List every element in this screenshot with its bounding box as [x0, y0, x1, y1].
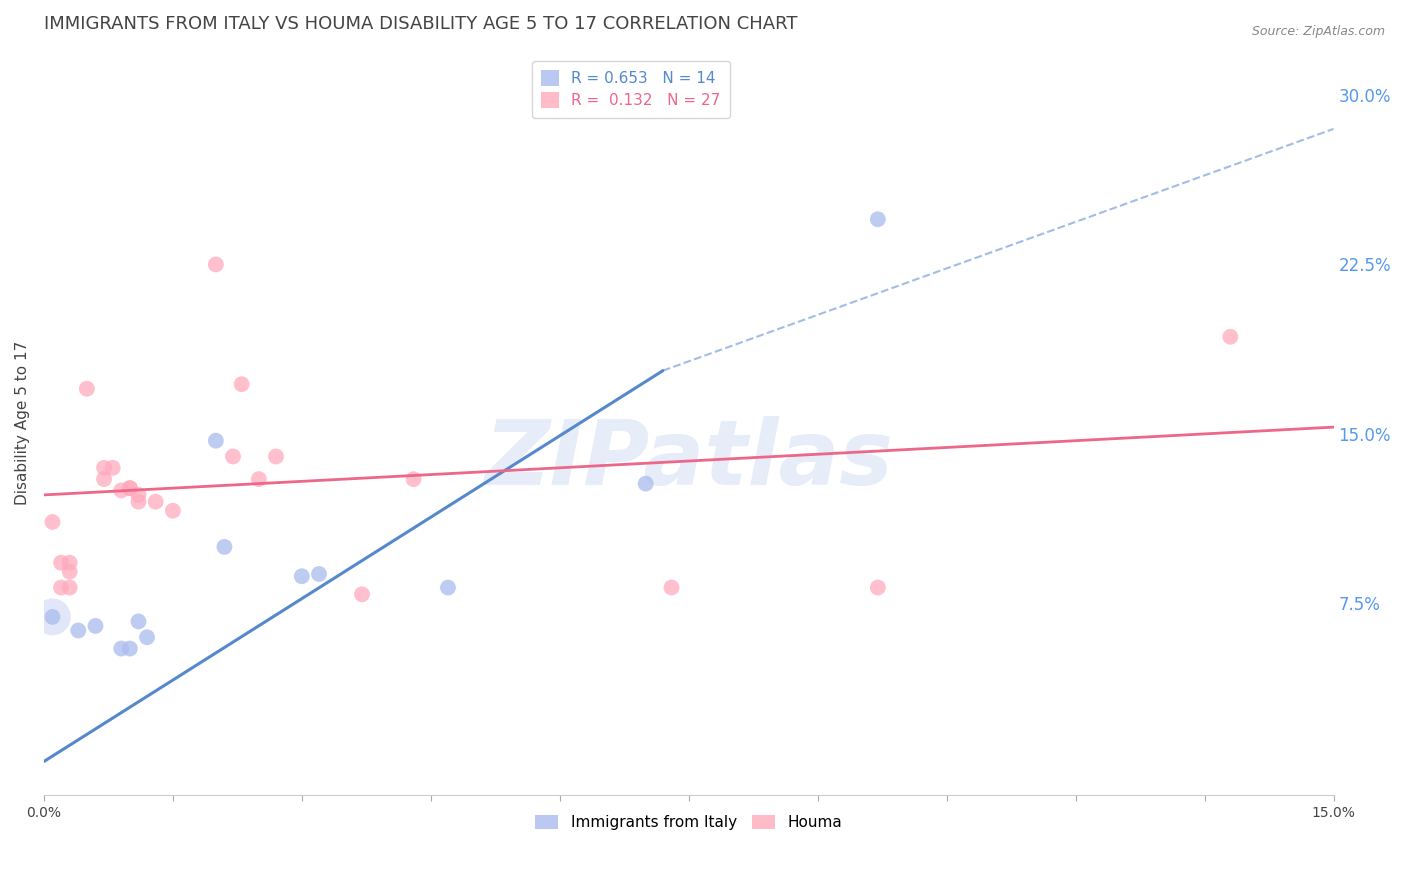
Point [350, 587, 373, 601]
Point [866, 581, 889, 595]
Point [205, 257, 228, 271]
Point [41, 610, 63, 624]
Point [101, 460, 124, 475]
Point [205, 434, 228, 448]
Point [136, 630, 159, 644]
Point [247, 472, 270, 486]
Point [264, 450, 287, 464]
Point [145, 494, 167, 508]
Point [49, 556, 72, 570]
Point [291, 569, 314, 583]
Point [76, 382, 98, 396]
Point [127, 494, 149, 508]
Y-axis label: Disability Age 5 to 17: Disability Age 5 to 17 [15, 341, 30, 505]
Point [110, 641, 132, 656]
Point [93, 472, 115, 486]
Point [67, 624, 90, 638]
Point [127, 615, 149, 629]
Point [162, 504, 184, 518]
Point [118, 481, 141, 495]
Point [661, 581, 683, 595]
Point [49, 581, 72, 595]
Text: IMMIGRANTS FROM ITALY VS HOUMA DISABILITY AGE 5 TO 17 CORRELATION CHART: IMMIGRANTS FROM ITALY VS HOUMA DISABILIT… [44, 15, 797, 33]
Point [127, 488, 149, 502]
Point [110, 483, 132, 498]
Point [402, 472, 425, 486]
Point [222, 450, 245, 464]
Point [231, 377, 253, 392]
Point [634, 476, 657, 491]
Point [41, 515, 63, 529]
Text: Source: ZipAtlas.com: Source: ZipAtlas.com [1251, 25, 1385, 38]
Point [59, 556, 82, 570]
Point [118, 481, 141, 495]
Point [214, 540, 236, 554]
Point [41, 610, 63, 624]
Point [59, 581, 82, 595]
Point [118, 641, 141, 656]
Point [84, 619, 107, 633]
Text: ZIPatlas: ZIPatlas [484, 416, 893, 504]
Point [1219, 330, 1241, 344]
Legend: Immigrants from Italy, Houma: Immigrants from Italy, Houma [530, 809, 848, 836]
Point [866, 212, 889, 227]
Point [93, 460, 115, 475]
Point [59, 565, 82, 579]
Point [437, 581, 460, 595]
Point [308, 566, 330, 581]
